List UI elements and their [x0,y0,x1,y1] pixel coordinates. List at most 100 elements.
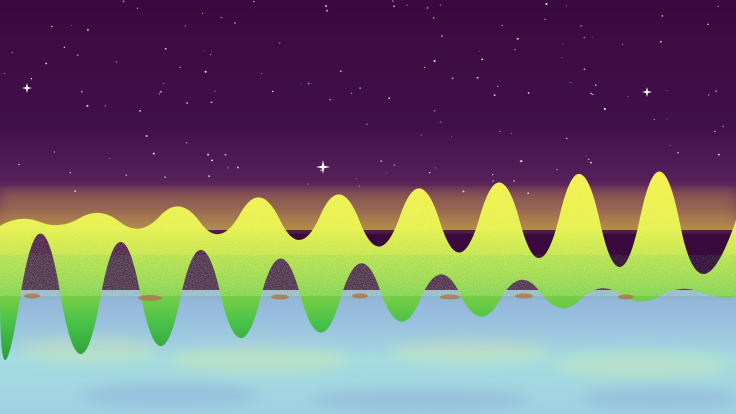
star [74,190,77,193]
star [300,83,302,85]
sparkle-star-right [642,87,652,97]
star [3,72,5,75]
star [590,92,592,95]
star [227,167,229,169]
star [491,173,494,176]
star [139,110,141,112]
star [432,17,435,19]
star [439,4,442,6]
star [514,48,516,51]
star [86,104,89,107]
star [677,152,679,154]
star [590,161,592,164]
star [53,151,56,153]
star [163,83,165,85]
star [393,5,395,7]
star [252,0,255,3]
star [499,130,501,132]
star [69,172,71,174]
star [179,66,181,69]
star [224,153,227,156]
star [591,36,593,38]
star [366,123,368,125]
star [211,50,213,52]
star [145,135,148,137]
star [30,78,33,80]
star [556,169,558,171]
star [207,153,210,156]
star [203,50,205,52]
star [164,176,167,179]
star [125,174,127,176]
star [204,70,207,73]
star [329,98,332,101]
star [497,85,499,87]
sparkle-star-left [22,83,32,93]
star [666,90,668,91]
star [86,28,89,31]
star [450,135,452,137]
star [561,57,563,59]
star [715,90,718,93]
star [104,105,106,107]
meadow-grass-texture [0,255,736,300]
star [718,153,720,156]
star [527,91,530,94]
star [583,68,586,71]
star [622,43,624,45]
star [462,190,465,193]
star [63,46,66,49]
star [307,82,310,85]
star [424,66,426,69]
star [388,97,391,100]
star [441,35,443,37]
star [393,164,396,166]
star [234,22,236,24]
star [278,42,281,44]
star [433,59,436,63]
star [351,92,353,94]
star [45,62,47,65]
star [339,70,342,73]
star [653,118,655,120]
star [434,167,437,169]
star [210,101,213,104]
star-field [3,0,725,195]
horizon-glow [0,190,736,230]
star [570,82,572,83]
star [592,93,594,96]
star [429,172,431,174]
star [717,5,719,7]
star [386,172,388,174]
star [380,160,383,163]
star [80,90,83,93]
star [136,7,138,9]
star [359,87,361,89]
star [70,25,72,26]
star [603,107,606,110]
star [722,125,725,128]
star [18,163,20,166]
star [186,102,188,104]
star [406,4,408,6]
star [214,90,216,92]
star [355,178,357,180]
star [544,18,546,21]
water-mist [20,338,736,412]
star [708,94,710,96]
sparkle-stars [22,83,652,174]
star [391,0,394,3]
star [271,90,274,93]
star [661,15,664,17]
star [479,50,481,52]
star [122,0,125,3]
star [261,72,263,74]
star [76,54,79,57]
star [208,175,210,177]
star [527,192,530,195]
star [426,6,429,9]
star [210,54,212,56]
star [562,43,564,45]
star [152,152,155,155]
